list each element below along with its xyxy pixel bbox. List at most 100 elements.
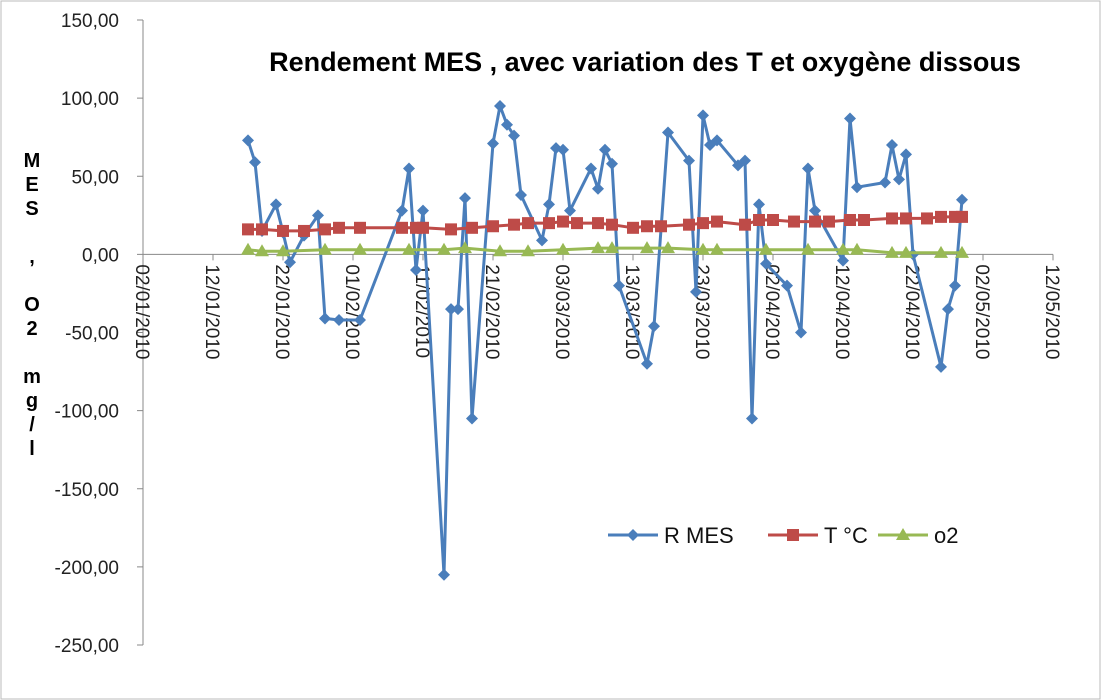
- data-point: [809, 215, 821, 228]
- legend-marker: [896, 528, 910, 540]
- data-point: [256, 223, 268, 236]
- data-point: [521, 244, 535, 257]
- x-tick-label: 22/04/2010: [901, 264, 922, 359]
- x-tick-label: 12/04/2010: [831, 264, 852, 359]
- data-point: [879, 176, 891, 189]
- data-point: [844, 214, 856, 226]
- data-point: [921, 212, 933, 225]
- data-point: [403, 162, 415, 175]
- data-point: [886, 139, 898, 151]
- data-point: [312, 209, 324, 222]
- data-point: [354, 314, 366, 326]
- y-tick-label: 100,00: [61, 89, 119, 110]
- data-point: [739, 218, 751, 231]
- data-point: [402, 242, 416, 255]
- data-point: [543, 217, 555, 230]
- y-tick-label: -150,00: [55, 480, 119, 501]
- data-point: [837, 254, 849, 267]
- data-point: [885, 245, 899, 258]
- data-point: [661, 241, 675, 254]
- x-tick-label: 12/05/2010: [1041, 264, 1062, 359]
- data-point: [487, 220, 499, 233]
- data-point: [396, 204, 408, 217]
- data-point: [956, 193, 968, 206]
- data-point: [557, 215, 569, 228]
- data-point: [536, 234, 548, 247]
- data-point: [606, 157, 618, 170]
- data-point: [662, 126, 674, 139]
- y-tick-label: -50,00: [65, 324, 119, 345]
- data-point: [851, 181, 863, 194]
- data-point: [648, 320, 660, 333]
- legend-marker: [627, 529, 639, 541]
- data-point: [599, 143, 611, 156]
- data-point: [592, 182, 604, 195]
- data-point: [760, 257, 772, 270]
- data-point: [242, 223, 254, 236]
- data-point: [753, 198, 765, 211]
- data-point: [900, 148, 912, 161]
- data-point: [241, 242, 255, 255]
- data-point: [445, 303, 457, 316]
- series-line: [248, 215, 962, 233]
- data-point: [949, 279, 961, 292]
- data-point: [900, 212, 912, 225]
- data-point: [795, 326, 807, 339]
- data-point: [277, 224, 289, 237]
- x-tick-label: 21/02/2010: [481, 264, 502, 359]
- data-point: [899, 245, 913, 258]
- data-point: [508, 129, 520, 142]
- data-point: [242, 134, 254, 147]
- data-point: [494, 99, 506, 112]
- data-point: [466, 412, 478, 425]
- x-tick-label: 03/03/2010: [551, 264, 572, 359]
- data-point: [318, 242, 332, 255]
- data-point: [591, 241, 605, 254]
- y-tick-label: 0,00: [82, 245, 119, 266]
- data-point: [605, 241, 619, 254]
- data-point: [836, 242, 850, 255]
- data-point: [711, 134, 723, 147]
- x-tick-label: 22/01/2010: [271, 264, 292, 359]
- legend-label: o2: [934, 523, 958, 548]
- data-point: [683, 218, 695, 231]
- data-point: [437, 242, 451, 255]
- data-point: [802, 162, 814, 175]
- data-point: [942, 303, 954, 316]
- y-tick-label: 50,00: [71, 167, 119, 188]
- x-tick-label: 01/02/2010: [341, 264, 362, 359]
- data-point: [249, 156, 261, 169]
- legend-label: T °C: [824, 523, 868, 548]
- data-point: [697, 109, 709, 122]
- y-tick-label: -250,00: [55, 636, 119, 657]
- data-point: [284, 256, 296, 269]
- y-axis-label: MES , O2 mg/l: [21, 150, 43, 462]
- data-point: [850, 242, 864, 255]
- data-point: [410, 264, 422, 276]
- data-point: [543, 198, 555, 211]
- y-tick-label: 150,00: [61, 11, 119, 32]
- data-point: [641, 220, 653, 233]
- data-point: [935, 360, 947, 373]
- y-tick-label: -100,00: [55, 402, 119, 423]
- x-tick-label: 12/01/2010: [201, 264, 222, 359]
- data-point: [417, 221, 429, 234]
- data-point: [886, 212, 898, 225]
- data-point: [445, 223, 457, 236]
- data-point: [270, 198, 282, 211]
- data-point: [396, 221, 408, 234]
- data-point: [319, 312, 331, 325]
- x-tick-label: 02/01/2010: [131, 264, 152, 359]
- data-point: [571, 217, 583, 230]
- data-point: [746, 412, 758, 425]
- x-tick-label: 02/05/2010: [971, 264, 992, 359]
- data-point: [557, 143, 569, 156]
- data-point: [493, 244, 507, 257]
- data-point: [585, 162, 597, 175]
- data-point: [697, 217, 709, 230]
- data-point: [592, 217, 604, 230]
- data-point: [809, 204, 821, 217]
- legend-label: R MES: [664, 523, 734, 548]
